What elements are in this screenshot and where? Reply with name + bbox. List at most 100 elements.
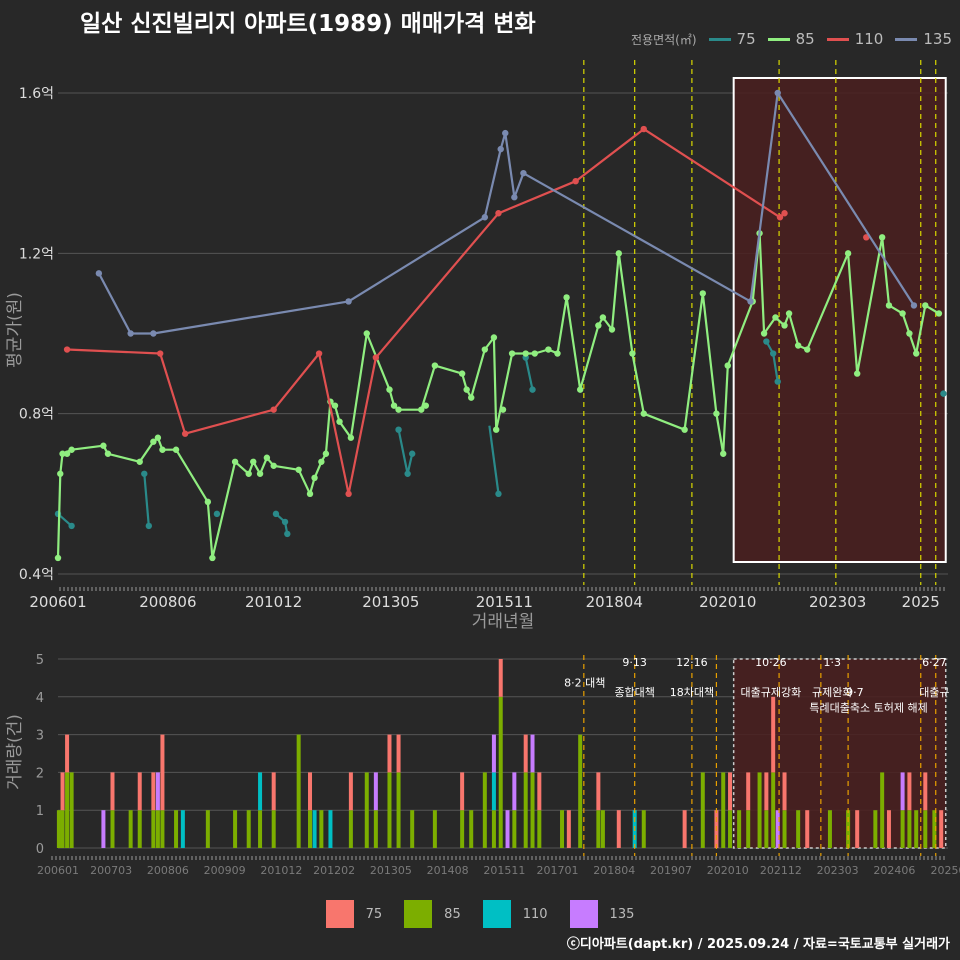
data-point-85 <box>336 418 343 425</box>
data-point-75 <box>404 470 411 477</box>
y-tick-label: 1.2억 <box>19 246 54 262</box>
bar-segment-85 <box>469 810 474 848</box>
legend-swatch <box>826 37 849 41</box>
bar-segment-85 <box>246 810 251 848</box>
bar-segment-85 <box>578 734 583 848</box>
bar-segment-75 <box>596 772 601 811</box>
data-point-85 <box>794 342 802 349</box>
bar-segment-135 <box>512 772 517 811</box>
data-point-85 <box>204 498 212 506</box>
legend-top-label-85: 85 <box>795 30 815 48</box>
bar-segment-75 <box>771 696 776 773</box>
data-point-85 <box>250 458 257 465</box>
legend-bottom-label-75: 75 <box>365 906 383 922</box>
bar-segment-110 <box>180 810 185 848</box>
bar-segment-85 <box>174 810 179 848</box>
data-point-75 <box>213 510 221 518</box>
data-point-85 <box>256 470 264 477</box>
data-point-85 <box>418 406 425 413</box>
bar-segment-85 <box>900 810 905 848</box>
data-point-135 <box>95 270 103 277</box>
data-point-85 <box>209 554 216 562</box>
bar-segment-135 <box>373 772 378 811</box>
bar-segment-85 <box>530 772 535 848</box>
policy-annotation: 규제완화 <box>812 686 852 699</box>
data-point-75 <box>141 470 148 477</box>
data-point-110 <box>572 177 579 185</box>
data-point-85 <box>531 350 538 357</box>
x-tick-label: 201202 <box>313 864 355 877</box>
data-point-85 <box>231 458 239 465</box>
bar-segment-85 <box>914 810 919 848</box>
series-line-75 <box>488 425 500 494</box>
data-point-85 <box>844 250 852 257</box>
data-point-85 <box>431 362 439 369</box>
bar-segment-85 <box>512 810 517 848</box>
data-point-85 <box>760 330 768 337</box>
bar-segment-85 <box>373 810 378 848</box>
bar-segment-85 <box>348 810 353 848</box>
bar-segment-85 <box>410 810 415 848</box>
bar-segment-85 <box>128 810 133 848</box>
bar-segment-75 <box>151 772 156 811</box>
data-point-75 <box>774 378 781 385</box>
data-point-85 <box>306 490 314 498</box>
legend-top-item-135: 135 <box>895 30 952 48</box>
data-point-85 <box>899 310 906 317</box>
bar-segment-85 <box>596 810 601 848</box>
data-point-85 <box>720 450 727 457</box>
data-point-85 <box>463 386 470 393</box>
data-point-75 <box>408 450 416 457</box>
legend-top-label-135: 135 <box>923 30 952 48</box>
data-point-85 <box>499 406 507 413</box>
policy-annotation: 6·27 <box>922 656 947 669</box>
legend-box <box>404 900 433 928</box>
data-point-85 <box>318 458 325 465</box>
bar-segment-85 <box>460 810 465 848</box>
data-point-85 <box>615 250 622 257</box>
data-point-135 <box>520 169 527 177</box>
highlight-region <box>732 77 947 563</box>
legend-bottom: 75 85 110 135 <box>0 900 960 928</box>
bar-segment-75 <box>805 810 810 848</box>
bar-segment-85 <box>432 810 437 848</box>
bar-segment-75 <box>523 734 528 773</box>
bar-segment-75 <box>60 772 65 811</box>
x-tick-label: 201511 <box>476 593 533 611</box>
y-axis-title: 평균가(원) <box>5 292 25 368</box>
x-tick-label: 2025 <box>902 593 940 611</box>
data-point-85 <box>629 350 636 357</box>
bar-segment-85 <box>523 772 528 848</box>
policy-annotation: 8·2 대책 <box>564 677 605 690</box>
x-tick-label: 201408 <box>427 864 469 877</box>
x-tick-label: 200909 <box>204 864 246 877</box>
data-point-85 <box>263 454 271 461</box>
policy-annotation: 대출규 <box>919 686 949 699</box>
series-line-75 <box>143 473 150 526</box>
x-tick-label: 201511 <box>483 864 525 877</box>
bar-segment-75 <box>907 772 912 811</box>
legend-top-item-110: 110 <box>826 30 883 48</box>
legend-box <box>482 900 511 928</box>
bar-segment-135 <box>505 810 510 848</box>
bar-segment-85 <box>796 810 801 848</box>
data-point-135 <box>345 298 352 305</box>
bar-segment-85 <box>151 810 156 848</box>
data-point-85 <box>785 310 793 317</box>
bar-segment-75 <box>782 772 787 811</box>
bar-segment-75 <box>728 772 733 811</box>
bar-segment-85 <box>537 810 542 848</box>
policy-annotation: 종합대책 <box>614 686 654 699</box>
bar-segment-110 <box>491 772 496 811</box>
bar-segment-85 <box>387 772 392 848</box>
legend-swatch <box>767 37 790 41</box>
data-point-75 <box>284 530 291 538</box>
x-tick-label: 201012 <box>245 593 302 611</box>
bar-segment-75 <box>396 734 401 773</box>
bar-segment-85 <box>746 810 751 848</box>
policy-annotation: 9·13 <box>622 656 647 669</box>
bar-segment-85 <box>498 696 503 848</box>
legend-top-label-75: 75 <box>736 30 756 48</box>
data-point-85 <box>545 346 552 353</box>
x-tick-label: 202112 <box>760 864 802 877</box>
